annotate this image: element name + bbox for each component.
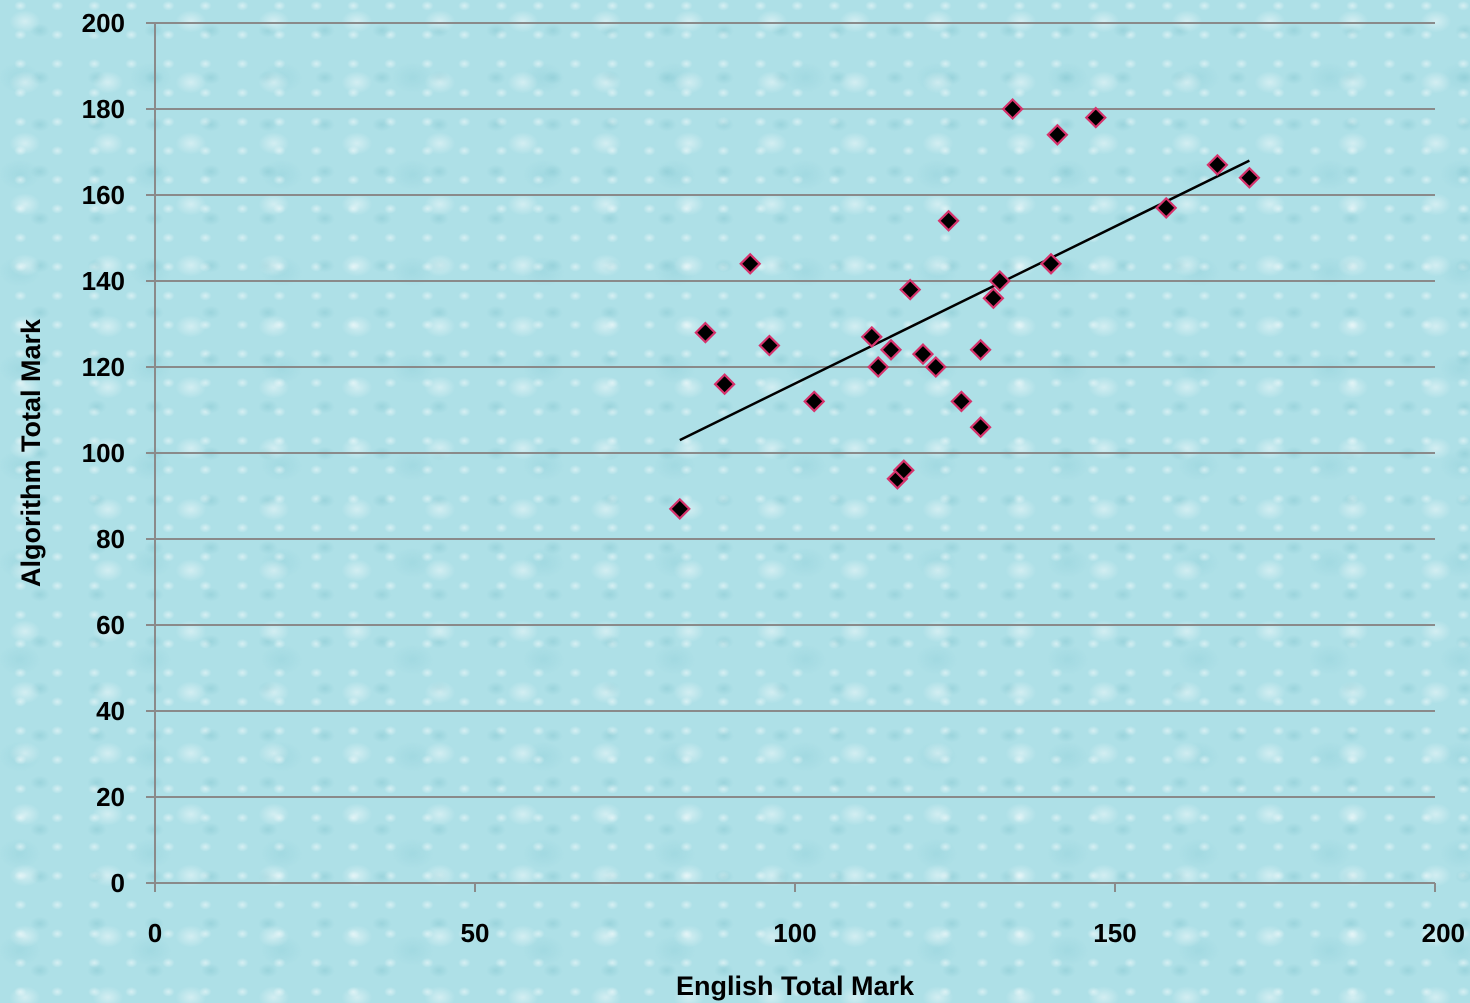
data-point-5 [758,334,781,357]
data-point-20 [988,269,1011,293]
data-point-7 [860,325,883,348]
data-point-3 [713,373,736,396]
axes [146,22,1436,892]
gridlines [155,22,1435,798]
data-point-18 [969,338,992,361]
data-point-1 [668,497,691,520]
y-tick-label-40: 40 [96,696,125,726]
data-point-23 [1046,123,1069,146]
y-tick-label-120: 120 [82,352,125,382]
data-point-27 [1238,166,1261,189]
data-point-15 [937,209,960,232]
data-point-13 [911,343,935,366]
x-tick-label-100: 100 [773,918,816,948]
x-tick-label-200: 200 [1422,918,1465,948]
data-point-24 [1084,106,1107,129]
y-tick-label-200: 200 [82,8,125,38]
y-tick-label-80: 80 [96,524,125,554]
data-point-17 [969,416,992,439]
trendline-layer [679,159,1250,442]
x-tick-label-50: 50 [461,918,490,948]
x-axis-title: English Total Mark [676,971,915,1001]
x-tick-label-0: 0 [148,918,162,948]
data-point-2 [694,321,717,344]
x-tick-label-150: 150 [1093,918,1136,948]
y-tick-label-100: 100 [82,438,125,468]
tick-labels: 0 20 40 60 80 100 120 140 160 180 200 0 50 100 150 200 [82,8,1465,948]
data-point-19 [982,287,1005,310]
data-point-21 [1001,97,1024,121]
trendline [679,159,1250,442]
data-points [668,97,1261,520]
y-tick-label-180: 180 [82,94,125,124]
data-point-16 [950,390,973,413]
data-point-11 [892,459,915,482]
data-point-14 [924,355,947,379]
y-tick-label-60: 60 [96,610,125,640]
y-axis-title: Algorithm Total Mark [16,318,46,587]
y-tick-label-0: 0 [111,868,125,898]
data-point-8 [867,355,890,379]
data-point-4 [739,252,762,275]
data-point-9 [879,338,903,361]
data-point-6 [803,390,826,413]
data-point-25 [1155,196,1178,219]
data-point-12 [899,278,922,301]
data-point-26 [1206,153,1229,176]
data-point-22 [1039,252,1063,275]
y-tick-label-20: 20 [96,782,125,812]
y-tick-label-160: 160 [82,180,125,210]
y-tick-label-140: 140 [82,266,125,296]
